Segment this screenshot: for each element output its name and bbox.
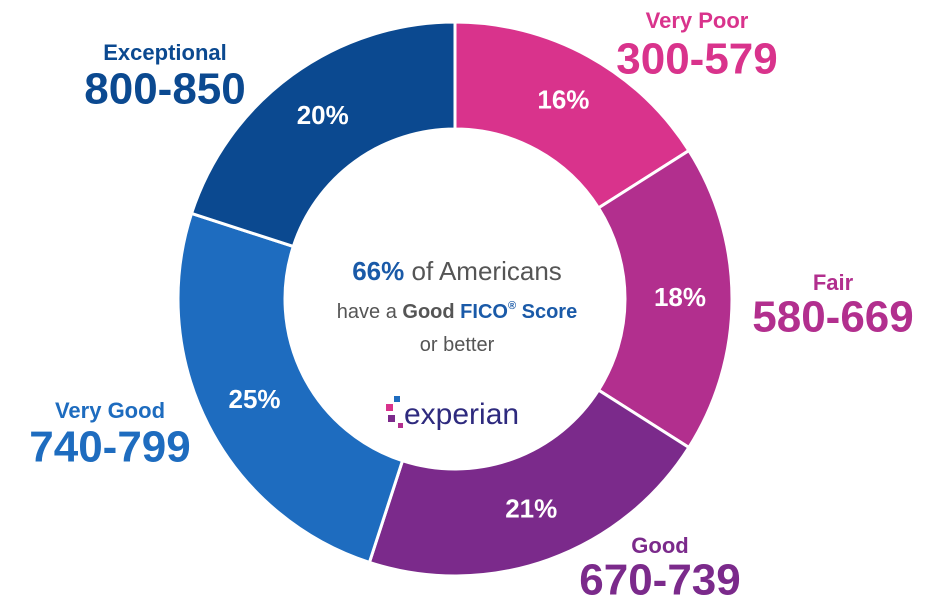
center-text: have a [337, 301, 403, 323]
category-range: 740-799 [29, 423, 190, 472]
center-text: 66% [352, 256, 404, 286]
category-name: Exceptional [103, 40, 226, 65]
segment [189, 20, 457, 249]
center-text: of Americans [404, 256, 562, 286]
logo-dot [386, 404, 393, 411]
category-range: 580-669 [752, 293, 913, 342]
value-label: 25% [229, 384, 281, 414]
logo: experian [404, 398, 519, 431]
donut [176, 20, 734, 578]
category-name: Fair [813, 270, 854, 295]
category-name: Good [631, 533, 688, 558]
value-label: 16% [537, 85, 589, 115]
center-text: Good [402, 301, 454, 323]
category-range: 800-850 [84, 65, 245, 114]
center-text: or better [420, 334, 495, 356]
center-line: or better [420, 334, 495, 356]
category-name: Very Poor [646, 8, 749, 33]
center-text: FICO [455, 301, 508, 323]
logo-dot [388, 415, 395, 422]
center-line: 66% of Americans [352, 256, 562, 286]
segment [596, 148, 734, 450]
value-label: 20% [297, 100, 349, 130]
category-name: Very Good [55, 398, 165, 423]
logo-dot [398, 423, 403, 428]
segment [453, 20, 691, 210]
category-range: 300-579 [616, 35, 777, 84]
center-line: have a Good FICO® Score [337, 300, 577, 323]
center-text: ® [508, 300, 516, 312]
category-range: 670-739 [579, 556, 740, 598]
segment [367, 388, 691, 578]
value-label: 18% [654, 282, 706, 312]
logo-dot [394, 396, 400, 402]
value-label: 21% [505, 494, 557, 524]
logo-dots [386, 396, 403, 428]
center-text: Score [516, 301, 577, 323]
segment [176, 211, 405, 565]
